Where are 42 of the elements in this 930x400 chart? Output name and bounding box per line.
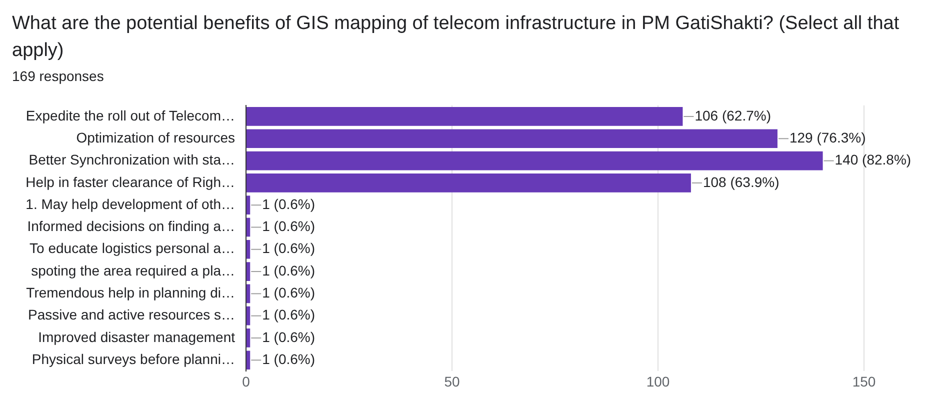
y-tick-label: Informed decisions on finding a… bbox=[27, 218, 235, 234]
x-tick-label: 100 bbox=[646, 373, 670, 390]
data-label: 108 (63.9%) bbox=[702, 174, 780, 190]
bar bbox=[246, 129, 778, 148]
bar bbox=[246, 174, 691, 192]
x-tick-label: 150 bbox=[852, 373, 876, 390]
y-tick-label: Better Synchronization with sta… bbox=[28, 152, 235, 168]
data-label: 1 (0.6%) bbox=[262, 262, 316, 278]
data-label: 1 (0.6%) bbox=[262, 284, 316, 301]
chart-title: What are the potential benefits of GIS mapping of telecom infrastructure in PM GatiShakti? (Select all that apply) bbox=[11, 12, 900, 63]
bar bbox=[246, 262, 250, 281]
y-tick-label: Improved disaster management bbox=[38, 328, 236, 345]
y-tick-label: Optimization of resources bbox=[76, 129, 235, 146]
data-label: 1 (0.6%) bbox=[262, 196, 316, 212]
y-tick-label: 1. May help development of oth… bbox=[26, 196, 235, 212]
bar bbox=[246, 218, 250, 237]
bar bbox=[246, 284, 250, 304]
bar bbox=[246, 328, 250, 348]
data-label: 1 (0.6%) bbox=[262, 218, 316, 234]
bar bbox=[246, 107, 683, 126]
bar bbox=[246, 240, 250, 259]
data-label: 1 (0.6%) bbox=[262, 306, 316, 323]
y-tick-label: Passive and active resources s… bbox=[28, 306, 235, 323]
data-label: 140 (82.8%) bbox=[834, 152, 912, 168]
data-label: 1 (0.6%) bbox=[262, 240, 316, 256]
data-label: 1 (0.6%) bbox=[262, 350, 316, 367]
x-tick-label: 0 bbox=[242, 373, 250, 390]
data-label: 129 (76.3%) bbox=[789, 129, 866, 146]
text: 169 responses bbox=[11, 67, 105, 84]
y-tick-label: Help in faster clearance of Righ… bbox=[26, 174, 235, 190]
x-tick-label: 50 bbox=[444, 373, 460, 390]
bar bbox=[246, 151, 823, 170]
data-label: 1 (0.6%) bbox=[262, 328, 316, 345]
bar bbox=[246, 306, 250, 326]
data-label: 106 (62.7%) bbox=[694, 107, 771, 124]
y-tick-label: Physical surveys before planni… bbox=[32, 350, 235, 367]
bar bbox=[246, 196, 250, 214]
y-tick-label: Tremendous help in planning di… bbox=[26, 284, 235, 301]
y-tick-label: spoting the area required a pla… bbox=[31, 262, 235, 278]
y-tick-label: To educate logistics personal a… bbox=[30, 240, 235, 256]
bar bbox=[246, 350, 250, 370]
y-tick-label: Expedite the roll out of Telecom… bbox=[26, 107, 235, 124]
